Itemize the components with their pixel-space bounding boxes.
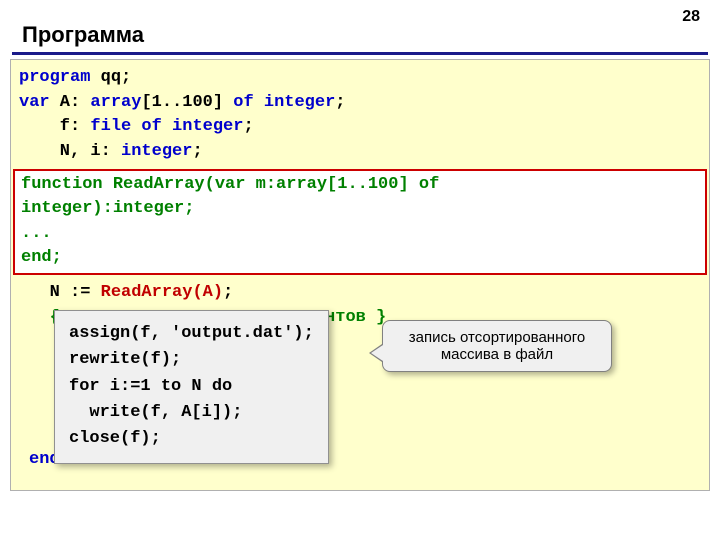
page-title: Программа	[0, 0, 720, 52]
func-line-1: function ReadArray(var m:array[1..100] o…	[21, 173, 699, 198]
code-line-4: N, i: integer;	[19, 140, 701, 165]
assign-l3: for i:=1 to N do	[69, 374, 314, 400]
assign-l4: write(f, A[i]);	[69, 400, 314, 426]
code-line-1: program qq;	[19, 66, 701, 91]
code-line-3: f: file of integer;	[19, 115, 701, 140]
callout-l1: запись отсортированного	[395, 329, 599, 346]
callout-l2: массива в файл	[395, 346, 599, 363]
func-line-2: integer):integer;	[21, 197, 699, 222]
function-box: function ReadArray(var m:array[1..100] o…	[13, 169, 707, 276]
code-line-5: N := ReadArray(A);	[19, 281, 701, 306]
func-line-3: ...	[21, 222, 699, 247]
callout-box: запись отсортированного массива в файл	[382, 320, 612, 372]
page-number: 28	[682, 8, 700, 26]
assign-box: assign(f, 'output.dat'); rewrite(f); for…	[54, 310, 329, 464]
assign-l2: rewrite(f);	[69, 347, 314, 373]
func-line-4: end;	[21, 246, 699, 271]
code-line-2: var A: array[1..100] of integer;	[19, 91, 701, 116]
heading-rule	[12, 52, 708, 55]
assign-l1: assign(f, 'output.dat');	[69, 321, 314, 347]
assign-l5: close(f);	[69, 426, 314, 452]
